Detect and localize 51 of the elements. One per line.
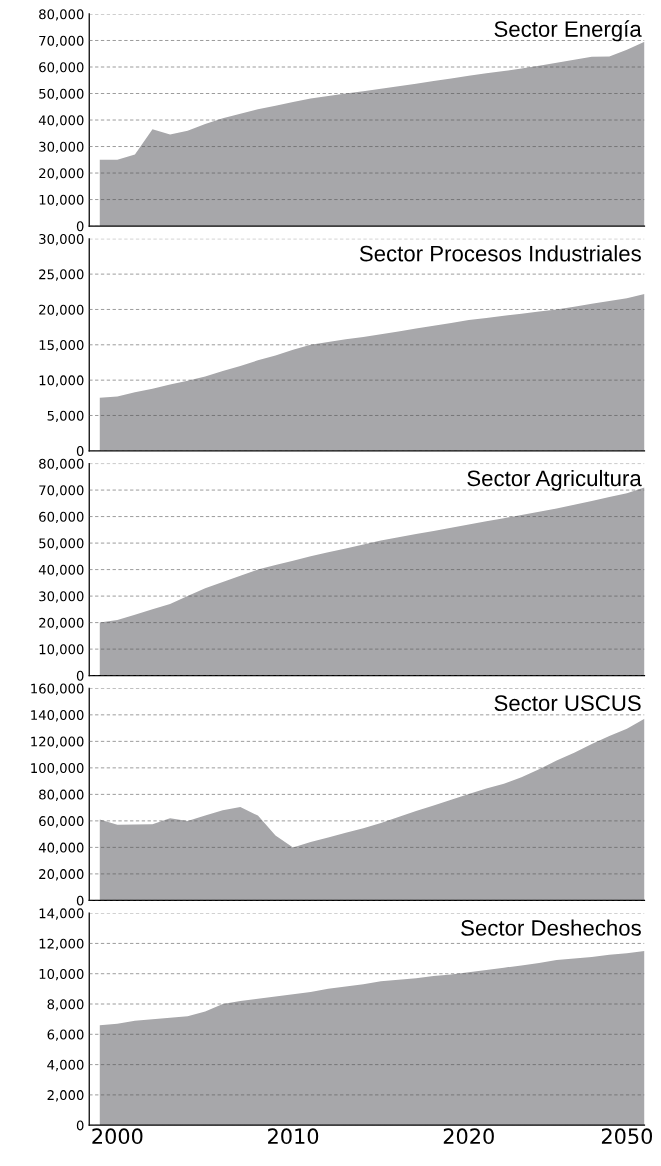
y-tick-label: 60,000	[39, 816, 84, 828]
y-tick-label: 60,000	[39, 62, 84, 74]
y-tick-label: 20,000	[39, 617, 84, 630]
y-tick-label: 12,000	[39, 938, 84, 950]
chart-title: Sector Agricultura	[467, 469, 642, 491]
y-tick-label: 80,000	[39, 9, 84, 21]
y-tick-label: 50,000	[39, 538, 84, 550]
chart-title: Sector Deshechos	[461, 919, 641, 936]
chart-title: Sector USCUS	[494, 695, 641, 712]
y-tick-label: 80,000	[39, 789, 84, 801]
x-tick-label: 2050	[601, 1128, 653, 1145]
y-tick-label: 140,000	[31, 710, 84, 722]
y-tick-label: 30,000	[39, 234, 84, 246]
y-tick-label: 160,000	[31, 683, 84, 695]
x-tick-label: 2010	[268, 1128, 319, 1145]
x-tick-label: 2020	[443, 1128, 494, 1145]
y-tick-label: 30,000	[39, 141, 84, 154]
y-tick-label: 20,000	[39, 168, 84, 180]
y-tick-label: 5,000	[47, 410, 84, 423]
y-tick-label: 10,000	[39, 968, 84, 981]
y-tick-label: 10,000	[39, 194, 84, 207]
y-tick-label: 4,000	[47, 1059, 84, 1072]
y-tick-label: 6,000	[47, 1029, 84, 1041]
y-tick-label: 0	[76, 446, 84, 457]
y-tick-label: 50,000	[39, 88, 84, 101]
y-tick-label: 0	[76, 895, 84, 906]
y-tick-label: 40,000	[38, 842, 84, 854]
y-tick-label: 30,000	[39, 591, 84, 603]
y-tick-label: 0	[76, 221, 84, 232]
y-tick-label: 2,000	[47, 1090, 84, 1102]
y-tick-label: 0	[76, 1120, 84, 1131]
y-tick-label: 8,000	[47, 999, 84, 1011]
y-tick-label: 60,000	[39, 511, 84, 524]
y-tick-label: 80,000	[39, 458, 84, 471]
y-tick-label: 70,000	[39, 35, 84, 48]
y-tick-label: 10,000	[39, 375, 84, 387]
y-tick-label: 14,000	[39, 908, 84, 920]
chart-title: Sector Energía	[494, 20, 642, 42]
y-tick-label: 20,000	[39, 869, 84, 881]
y-tick-label: 15,000	[39, 340, 84, 352]
x-tick-label: 2000	[92, 1128, 143, 1145]
y-tick-label: 70,000	[39, 485, 84, 497]
y-tick-label: 40,000	[38, 115, 84, 127]
y-tick-label: 20,000	[39, 304, 84, 317]
chart-title: Sector Procesos Industriales	[359, 245, 641, 262]
y-tick-label: 40,000	[38, 564, 84, 577]
y-tick-label: 25,000	[39, 269, 84, 281]
y-tick-label: 10,000	[39, 644, 84, 656]
y-tick-label: 0	[76, 670, 84, 681]
y-tick-label: 120,000	[31, 736, 84, 748]
y-tick-label: 100,000	[31, 763, 84, 775]
